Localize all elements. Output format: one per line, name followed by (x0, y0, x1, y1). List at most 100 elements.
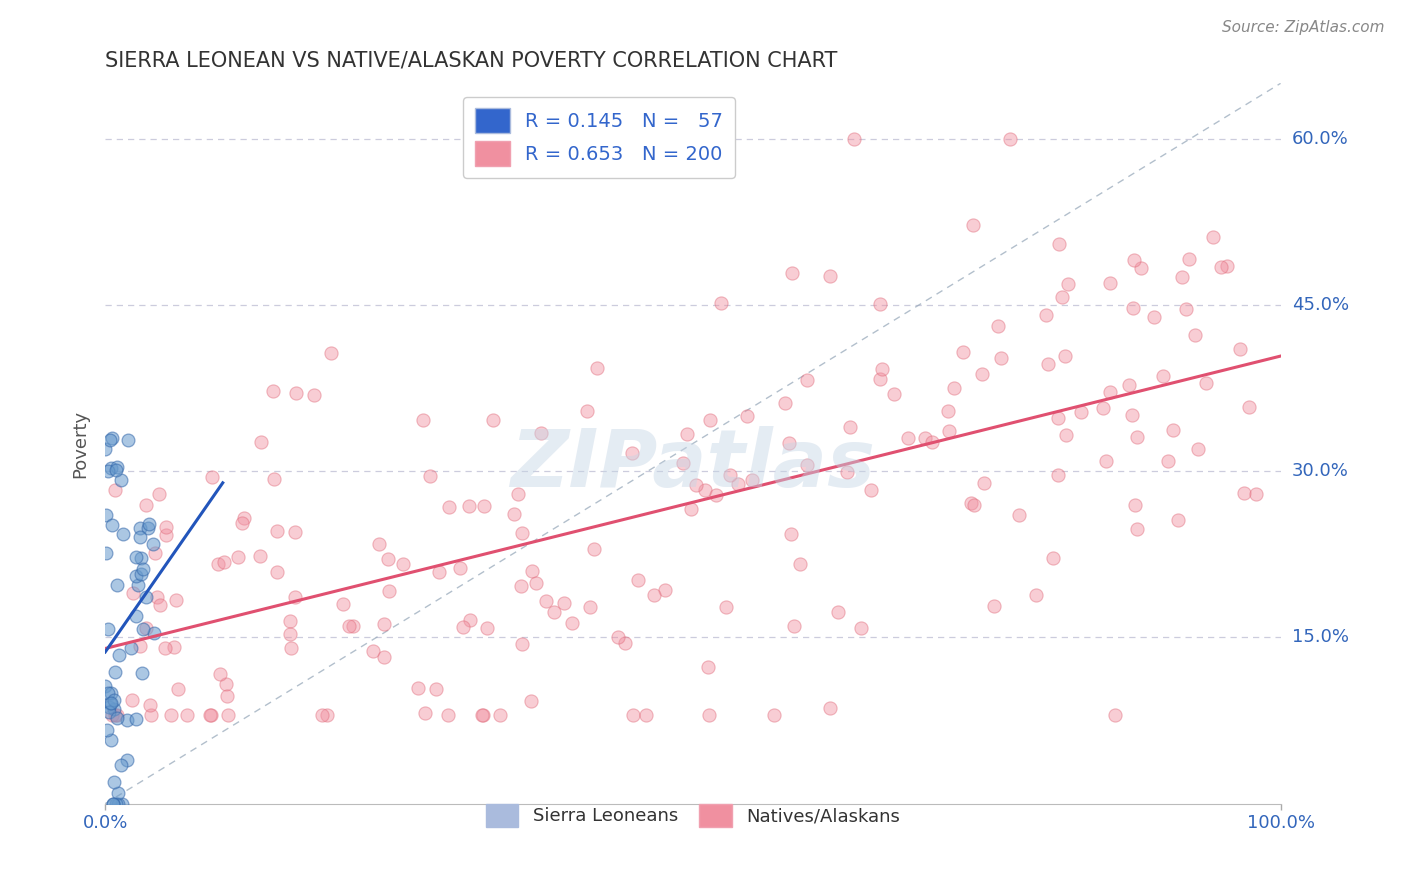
Point (115, 753, 138, 767)
Point (679, 502, 702, 516)
Point (520, 694, 543, 708)
Point (285, 386, 308, 401)
Point (636, 708, 658, 723)
Point (228, 550, 250, 565)
Point (1229, 342, 1251, 356)
Point (914, 431, 936, 445)
Point (1177, 252, 1199, 266)
Point (1126, 522, 1149, 536)
Point (105, 463, 128, 477)
Point (100, 696, 122, 710)
Point (104, 665, 127, 679)
Point (127, 578, 149, 592)
Point (100, 517, 122, 532)
Point (368, 537, 391, 551)
Point (1007, 508, 1029, 522)
Point (1244, 487, 1267, 501)
Point (524, 575, 547, 590)
Point (132, 562, 155, 576)
Point (509, 579, 531, 593)
Point (139, 698, 162, 713)
Point (561, 616, 583, 631)
Point (125, 609, 148, 624)
Point (160, 708, 183, 723)
Point (412, 412, 434, 426)
Point (1167, 513, 1189, 527)
Point (1130, 260, 1153, 275)
Point (143, 546, 166, 560)
Point (1054, 428, 1077, 442)
Point (427, 565, 450, 579)
Point (522, 564, 544, 578)
Point (131, 567, 153, 582)
Point (796, 374, 818, 388)
Point (125, 569, 148, 583)
Text: ZIPatlas: ZIPatlas (510, 426, 876, 504)
Point (472, 499, 495, 513)
Point (621, 446, 644, 460)
Point (1118, 377, 1140, 392)
Point (413, 706, 436, 720)
Point (100, 732, 122, 747)
Point (697, 659, 720, 673)
Point (987, 319, 1010, 334)
Point (643, 588, 665, 602)
Point (425, 682, 447, 697)
Point (208, 667, 231, 681)
Point (835, 465, 858, 479)
Text: SIERRA LEONEAN VS NATIVE/ALASKAN POVERTY CORRELATION CHART: SIERRA LEONEAN VS NATIVE/ALASKAN POVERTY… (105, 51, 838, 70)
Point (311, 708, 333, 723)
Point (302, 388, 325, 402)
Point (502, 507, 524, 521)
Point (1035, 308, 1057, 322)
Point (129, 550, 152, 565)
Point (1047, 236, 1070, 251)
Point (107, 797, 129, 811)
Point (763, 708, 786, 723)
Point (780, 527, 803, 541)
Point (135, 590, 157, 604)
Point (1025, 588, 1047, 602)
Point (883, 387, 905, 401)
Point (163, 640, 186, 655)
Point (859, 483, 882, 497)
Point (392, 557, 415, 571)
Point (990, 351, 1012, 365)
Point (146, 590, 169, 604)
Point (575, 403, 598, 417)
Point (842, 132, 865, 146)
Point (623, 708, 645, 723)
Point (142, 625, 165, 640)
Point (579, 600, 602, 615)
Point (838, 420, 860, 434)
Point (718, 468, 741, 483)
Point (249, 434, 271, 449)
Point (120, 640, 142, 655)
Point (121, 692, 143, 706)
Point (1184, 328, 1206, 343)
Point (121, 586, 143, 600)
Point (460, 613, 482, 627)
Point (938, 424, 960, 438)
Point (373, 650, 395, 665)
Point (1157, 454, 1180, 468)
Point (773, 396, 796, 410)
Point (1053, 349, 1076, 363)
Point (672, 456, 695, 470)
Point (124, 549, 146, 564)
Text: Source: ZipAtlas.com: Source: ZipAtlas.com (1222, 20, 1385, 35)
Point (103, 702, 125, 716)
Point (1050, 289, 1073, 303)
Point (583, 542, 606, 557)
Point (1123, 498, 1146, 512)
Point (1161, 423, 1184, 437)
Point (789, 558, 811, 572)
Point (149, 598, 172, 612)
Point (983, 599, 1005, 614)
Point (111, 797, 134, 811)
Point (741, 473, 763, 487)
Point (233, 511, 256, 525)
Point (1121, 408, 1143, 422)
Point (510, 636, 533, 650)
Point (284, 525, 307, 540)
